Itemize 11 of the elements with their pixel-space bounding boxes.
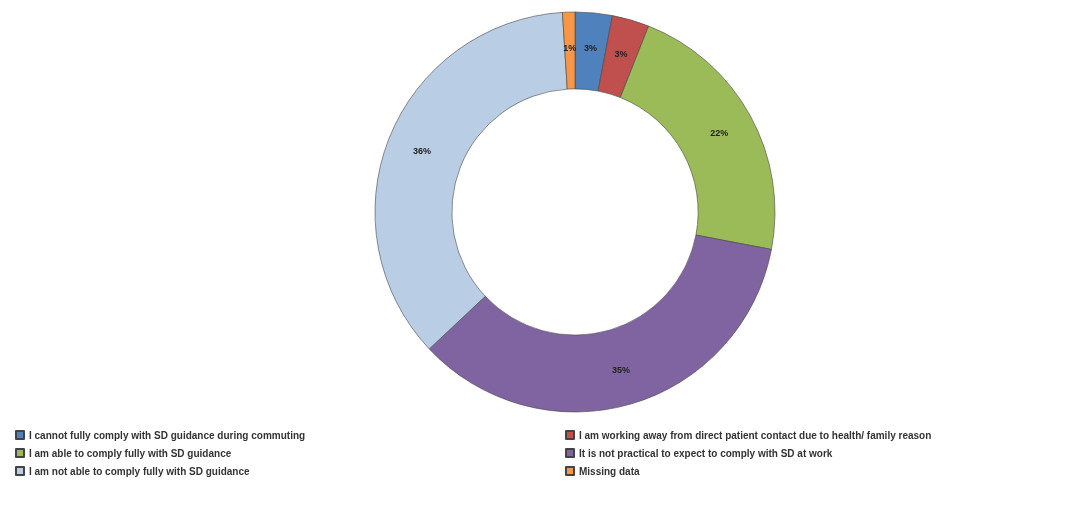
- legend-label: I am not able to comply fully with SD guidance: [29, 465, 251, 477]
- legend-label: It is not practical to expect to comply with SD at work: [579, 447, 833, 459]
- legend-label: I am working away from direct patient contact due to health/ family reason: [579, 429, 932, 441]
- data-label: 3%: [583, 43, 597, 54]
- data-label: 3%: [614, 48, 628, 59]
- legend-label: Missing data: [579, 465, 640, 477]
- legend-label: I cannot fully comply with SD guidance during commuting: [29, 429, 306, 441]
- legend-label: I am able to comply fully with SD guidance: [29, 447, 232, 459]
- data-label: 22%: [710, 127, 729, 138]
- data-label: 35%: [611, 365, 630, 376]
- data-label: 36%: [412, 146, 431, 157]
